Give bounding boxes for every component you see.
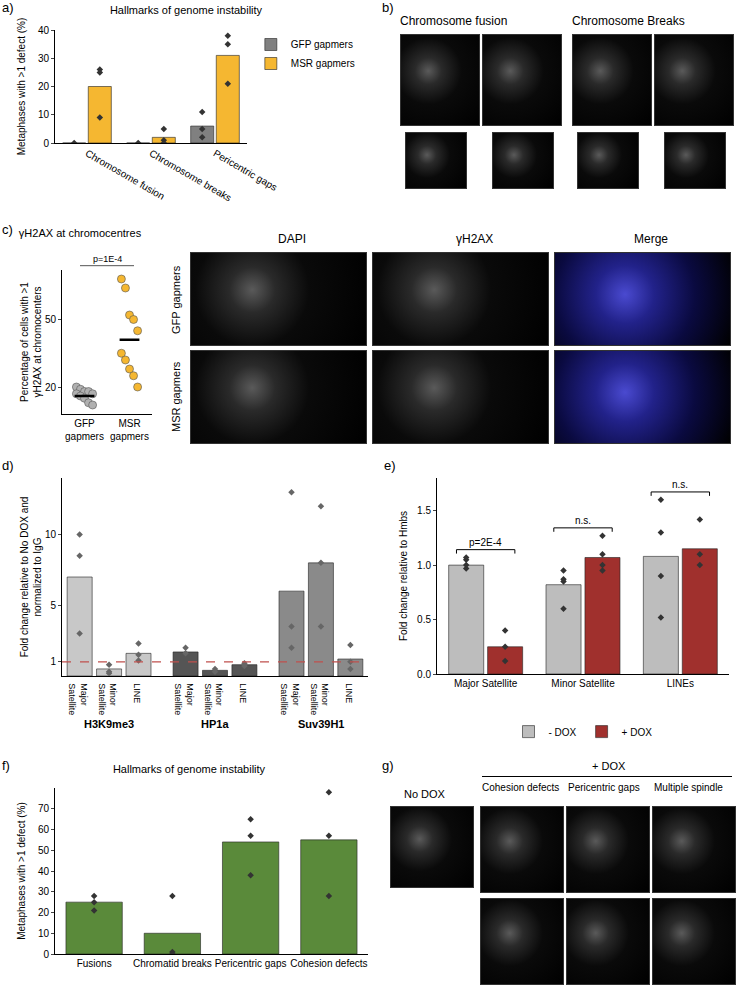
svg-text:MinorSatellite: MinorSatellite bbox=[309, 683, 331, 715]
svg-text:n.s.: n.s. bbox=[575, 515, 591, 526]
svg-text:- DOX: - DOX bbox=[549, 727, 577, 738]
svg-text:Chromosome fusion: Chromosome fusion bbox=[84, 148, 167, 202]
svg-text:MinorSatellite: MinorSatellite bbox=[203, 683, 225, 715]
svg-text:Pericentric gaps: Pericentric gaps bbox=[212, 148, 280, 193]
svg-text:60: 60 bbox=[38, 824, 50, 835]
svg-text:Chromatid breaks: Chromatid breaks bbox=[133, 958, 212, 969]
svg-text:1.5: 1.5 bbox=[417, 505, 431, 516]
html-text:Chromosome fusion: Chromosome fusion bbox=[400, 14, 508, 28]
svg-text:0.0: 0.0 bbox=[417, 669, 431, 680]
html-text:f): f) bbox=[2, 758, 10, 773]
svg-text:Major Satellite: Major Satellite bbox=[454, 678, 518, 689]
html-text:GFP gapmers: GFP gapmers bbox=[170, 265, 182, 334]
svg-text:+ DOX: + DOX bbox=[622, 727, 653, 738]
svg-text:p=1E-4: p=1E-4 bbox=[93, 254, 122, 264]
html-text:DAPI: DAPI bbox=[278, 232, 306, 246]
svg-text:50: 50 bbox=[45, 314, 57, 325]
svg-text:Fold change relative to No DOX: Fold change relative to No DOX andnormal… bbox=[19, 497, 43, 658]
svg-text:40: 40 bbox=[38, 25, 50, 36]
html-text:γH2AX: γH2AX bbox=[456, 232, 494, 246]
svg-text:MajorSatellite: MajorSatellite bbox=[173, 683, 195, 715]
html-text:+ DOX: + DOX bbox=[592, 760, 626, 772]
svg-text:Minor Satellite: Minor Satellite bbox=[551, 678, 615, 689]
svg-text:LINE: LINE bbox=[132, 683, 142, 703]
svg-text:50: 50 bbox=[38, 845, 50, 856]
html-text:c): c) bbox=[2, 222, 13, 237]
svg-text:20: 20 bbox=[38, 907, 50, 918]
html-text:Merge: Merge bbox=[634, 232, 668, 246]
svg-text:Metaphases with >1 defect (%): Metaphases with >1 defect (%) bbox=[16, 802, 27, 940]
svg-text:Percentage of cells with >1γH2: Percentage of cells with >1γH2AX at chro… bbox=[19, 282, 43, 402]
svg-text:MajorSatellite: MajorSatellite bbox=[279, 683, 301, 715]
html-text:Cohesion defects: Cohesion defects bbox=[482, 782, 560, 793]
svg-text:H3K9me3: H3K9me3 bbox=[84, 718, 134, 730]
html-text:g): g) bbox=[382, 758, 394, 773]
html-text:a): a) bbox=[2, 0, 14, 15]
svg-text:5: 5 bbox=[50, 600, 56, 611]
svg-text:GFP gapmers: GFP gapmers bbox=[291, 39, 353, 50]
svg-text:10: 10 bbox=[38, 109, 50, 120]
svg-text:LINE: LINE bbox=[238, 683, 248, 703]
svg-text:70: 70 bbox=[38, 803, 50, 814]
svg-text:Hallmarks of genome instabilit: Hallmarks of genome instability bbox=[113, 763, 266, 775]
svg-text:Fusions: Fusions bbox=[77, 958, 112, 969]
svg-text:0.5: 0.5 bbox=[417, 614, 431, 625]
svg-text:Chromosome breaks: Chromosome breaks bbox=[148, 148, 234, 204]
svg-text:Hallmarks of genome instabilit: Hallmarks of genome instability bbox=[110, 4, 263, 16]
svg-text:LINE: LINE bbox=[344, 683, 354, 703]
svg-text:10: 10 bbox=[38, 928, 50, 939]
svg-text:20: 20 bbox=[45, 382, 57, 393]
html-text:b): b) bbox=[382, 0, 394, 15]
svg-text:Metaphases with >1 defect (%): Metaphases with >1 defect (%) bbox=[16, 18, 27, 156]
svg-text:MSRgapmers: MSRgapmers bbox=[110, 418, 149, 442]
svg-text:20: 20 bbox=[38, 81, 50, 92]
svg-text:Cohesion defects: Cohesion defects bbox=[290, 958, 367, 969]
html-text:d): d) bbox=[2, 458, 14, 473]
svg-text:p=2E-4: p=2E-4 bbox=[469, 537, 502, 548]
svg-text:1: 1 bbox=[50, 656, 56, 667]
html-text:No DOX: No DOX bbox=[404, 788, 445, 800]
html-text:Multiple spindle: Multiple spindle bbox=[654, 782, 723, 793]
html-text:Pericentric gaps: Pericentric gaps bbox=[568, 782, 640, 793]
svg-text:Pericentric gaps: Pericentric gaps bbox=[215, 958, 287, 969]
svg-text:30: 30 bbox=[38, 886, 50, 897]
svg-text:LINEs: LINEs bbox=[667, 678, 694, 689]
svg-text:1.0: 1.0 bbox=[417, 560, 431, 571]
svg-text:40: 40 bbox=[38, 866, 50, 877]
svg-text:30: 30 bbox=[38, 53, 50, 64]
svg-text:MSR gapmers: MSR gapmers bbox=[291, 58, 355, 69]
svg-text:HP1a: HP1a bbox=[201, 718, 229, 730]
svg-text:Suv39H1: Suv39H1 bbox=[298, 718, 344, 730]
svg-text:γH2AX at chromocentres: γH2AX at chromocentres bbox=[19, 227, 142, 239]
svg-text:0: 0 bbox=[43, 949, 49, 960]
html-text:MSR gapmers: MSR gapmers bbox=[170, 361, 182, 432]
svg-text:n.s.: n.s. bbox=[672, 479, 688, 490]
svg-text:Fold change relative to Hmbs: Fold change relative to Hmbs bbox=[398, 511, 409, 641]
html-text:e): e) bbox=[384, 458, 396, 473]
svg-text:MajorSatellite: MajorSatellite bbox=[67, 683, 89, 715]
html-text:Chromosome Breaks: Chromosome Breaks bbox=[572, 14, 685, 28]
svg-text:0: 0 bbox=[43, 138, 49, 149]
svg-text:GFPgapmers: GFPgapmers bbox=[65, 418, 104, 442]
svg-text:10: 10 bbox=[45, 529, 57, 540]
svg-text:MinorSatellite: MinorSatellite bbox=[97, 683, 119, 715]
